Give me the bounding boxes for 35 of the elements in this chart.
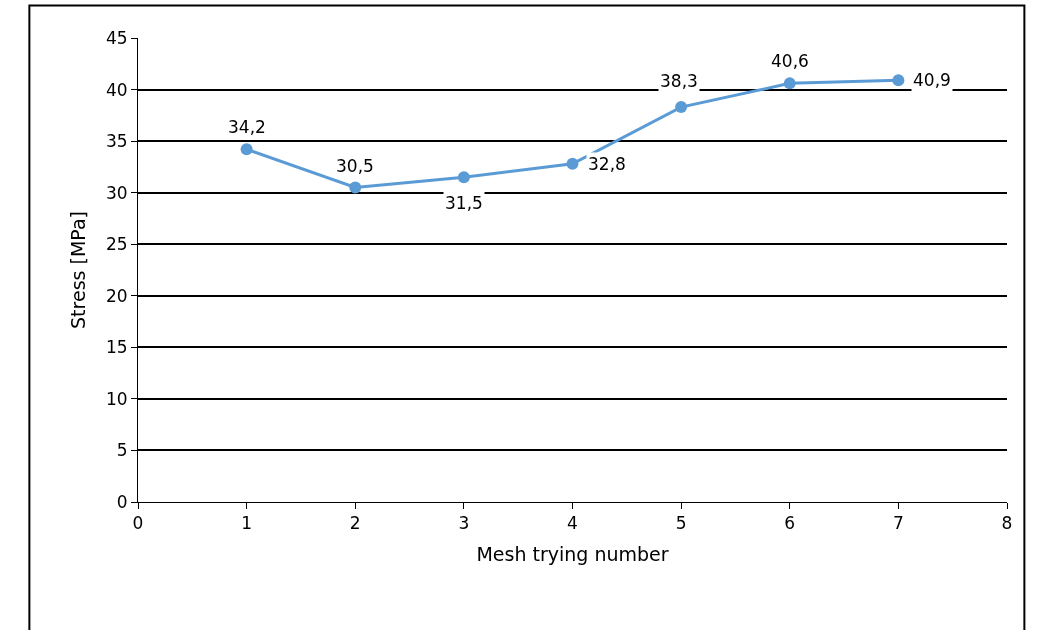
x-tick-label: 5 xyxy=(675,513,687,534)
point xyxy=(457,171,470,184)
data-label: 32,8 xyxy=(588,154,626,174)
y-tick-label: 45 xyxy=(105,27,128,48)
x-tick-label: 4 xyxy=(567,513,578,534)
y-tick-label: 25 xyxy=(105,234,128,255)
point xyxy=(566,157,579,170)
x-tick-label: 1 xyxy=(241,513,253,534)
y-tick-label: 10 xyxy=(105,388,128,409)
x-tick-label: 6 xyxy=(784,513,796,534)
data-label: 34,2 xyxy=(228,117,266,137)
data-label: 31,5 xyxy=(445,193,483,213)
y-tick-label: 35 xyxy=(105,131,128,152)
x-tick-label: 8 xyxy=(1001,513,1013,534)
y-tick-label: 30 xyxy=(105,182,128,203)
point xyxy=(783,77,796,90)
x-tick-label: 7 xyxy=(892,513,904,534)
point xyxy=(675,101,688,114)
x-axis-title: Mesh trying number xyxy=(476,543,669,566)
y-tick-label: 5 xyxy=(116,440,128,461)
point xyxy=(892,74,905,87)
y-tick-label: 0 xyxy=(116,491,128,512)
data-label: 38,3 xyxy=(660,71,698,91)
x-tick-label: 0 xyxy=(132,513,144,534)
y-tick-label: 40 xyxy=(105,79,128,100)
data-label: 40,6 xyxy=(771,51,809,71)
x-tick-label: 3 xyxy=(458,513,470,534)
y-axis-title: Stress [MPa] xyxy=(66,211,89,329)
data-label: 30,5 xyxy=(336,156,374,176)
point xyxy=(240,143,253,156)
y-tick-label: 20 xyxy=(105,285,128,306)
y-tick-label: 15 xyxy=(105,337,128,358)
point xyxy=(349,181,362,194)
data-label: 40,9 xyxy=(913,70,951,90)
x-tick-label: 2 xyxy=(349,513,361,534)
